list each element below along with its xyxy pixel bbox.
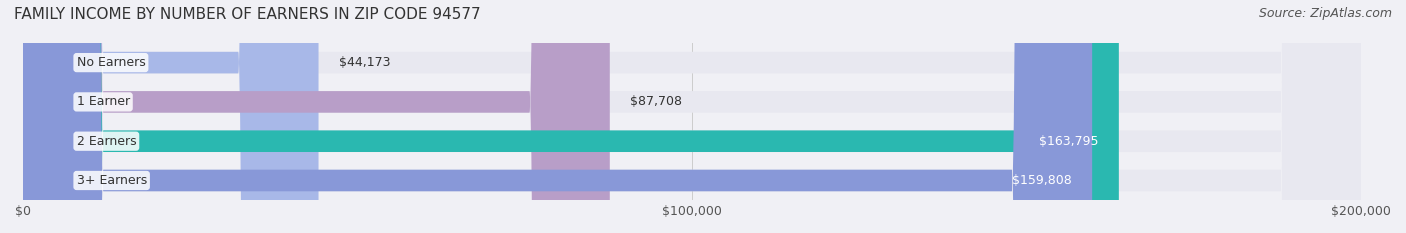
FancyBboxPatch shape xyxy=(22,0,610,233)
Text: FAMILY INCOME BY NUMBER OF EARNERS IN ZIP CODE 94577: FAMILY INCOME BY NUMBER OF EARNERS IN ZI… xyxy=(14,7,481,22)
FancyBboxPatch shape xyxy=(22,0,1361,233)
Text: $163,795: $163,795 xyxy=(1039,135,1098,148)
Text: 3+ Earners: 3+ Earners xyxy=(76,174,146,187)
FancyBboxPatch shape xyxy=(22,0,1361,233)
Text: $44,173: $44,173 xyxy=(339,56,389,69)
Text: 1 Earner: 1 Earner xyxy=(76,95,129,108)
Text: $159,808: $159,808 xyxy=(1012,174,1073,187)
FancyBboxPatch shape xyxy=(22,0,1092,233)
Text: 2 Earners: 2 Earners xyxy=(76,135,136,148)
Text: $87,708: $87,708 xyxy=(630,95,682,108)
Text: No Earners: No Earners xyxy=(76,56,145,69)
FancyBboxPatch shape xyxy=(22,0,1361,233)
Text: Source: ZipAtlas.com: Source: ZipAtlas.com xyxy=(1258,7,1392,20)
FancyBboxPatch shape xyxy=(22,0,319,233)
FancyBboxPatch shape xyxy=(22,0,1119,233)
FancyBboxPatch shape xyxy=(22,0,1361,233)
